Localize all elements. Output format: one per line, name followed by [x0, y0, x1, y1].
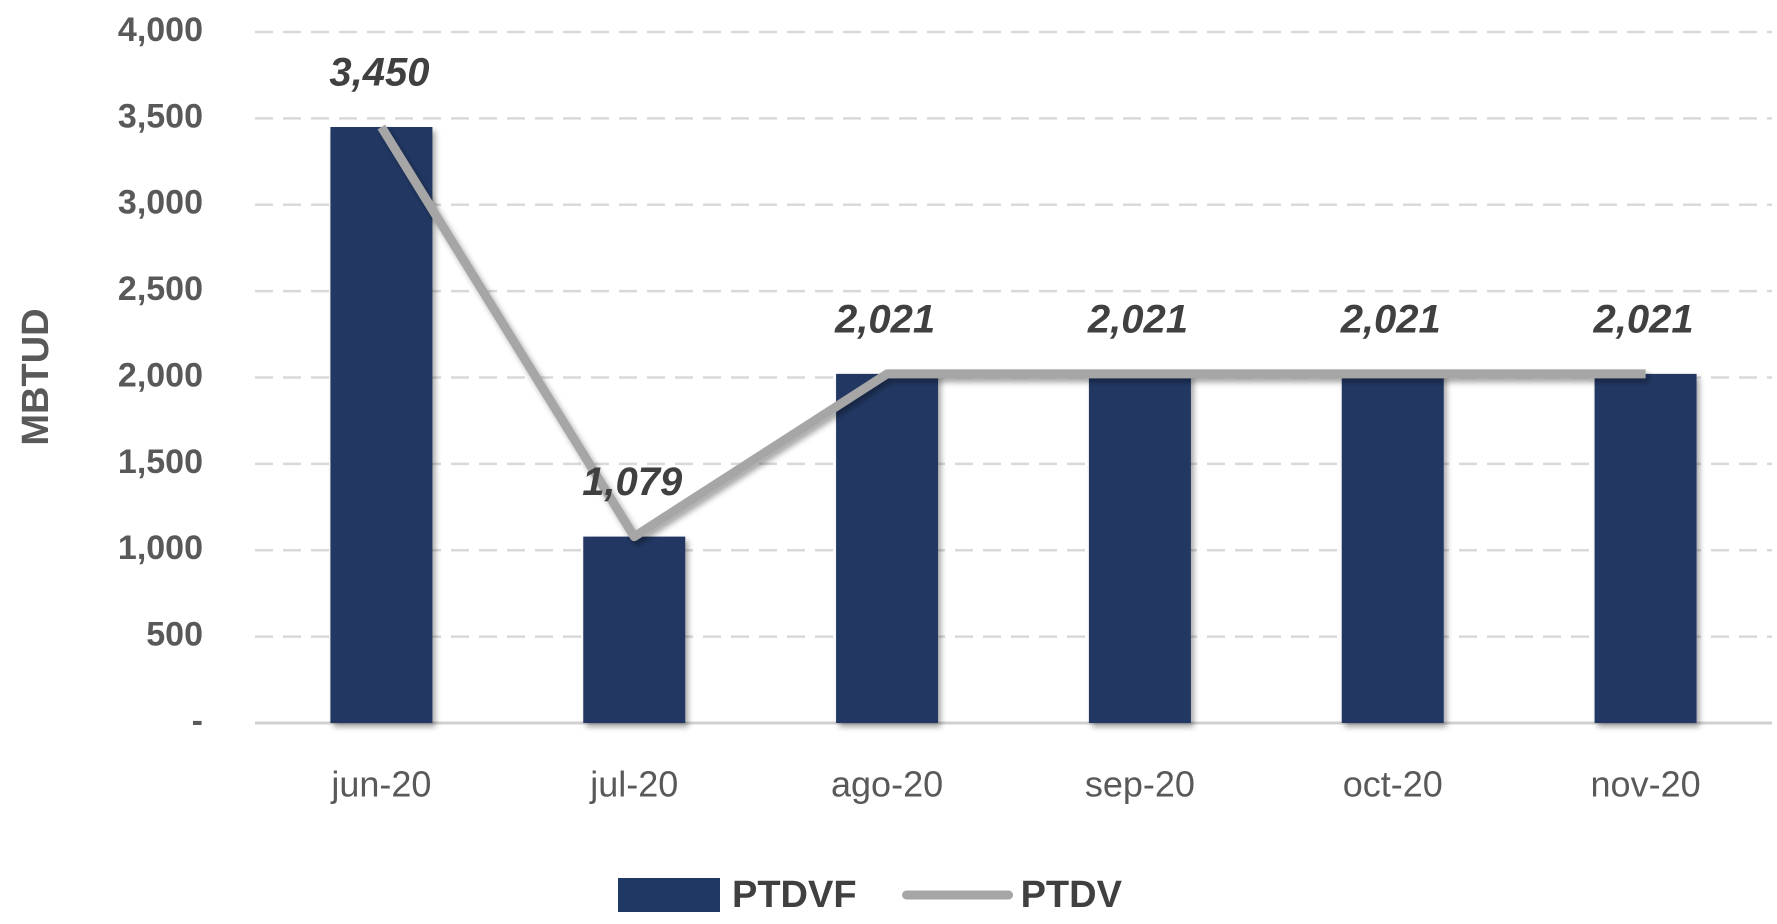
data-label: 2,021	[1087, 297, 1188, 341]
x-tick-label: oct-20	[1343, 764, 1443, 805]
data-label: 2,021	[834, 297, 935, 341]
legend-label: PTDVF	[732, 874, 857, 916]
y-tick-label: 4,000	[118, 11, 203, 49]
y-tick-label: 500	[146, 616, 203, 654]
legend-swatch	[618, 878, 720, 912]
x-tick-label: sep-20	[1085, 764, 1195, 805]
data-label: 2,021	[1593, 297, 1694, 341]
y-tick-label: 2,000	[118, 356, 203, 394]
y-tick-label: 1,500	[118, 443, 203, 481]
bar	[330, 127, 433, 723]
bar	[1088, 373, 1191, 723]
line	[377, 124, 1646, 542]
y-tick-label: 2,500	[118, 270, 203, 308]
y-tick-label: -	[192, 702, 203, 740]
x-tick-label: ago-20	[831, 764, 943, 805]
x-tick-label: nov-20	[1591, 764, 1701, 805]
data-label: 3,450	[329, 51, 429, 95]
data-label: 1,079	[582, 460, 683, 504]
bar	[1594, 373, 1697, 723]
data-label: 2,021	[1340, 297, 1441, 341]
x-tick-label: jun-20	[330, 764, 431, 805]
bar	[583, 536, 686, 723]
y-axis-label: MBTUD	[15, 308, 57, 445]
legend-label: PTDV	[1021, 874, 1123, 916]
y-tick-label: 3,500	[118, 97, 203, 135]
y-tick-label: 1,000	[118, 529, 203, 567]
y-tick-label: 3,000	[118, 184, 203, 222]
bar	[1341, 373, 1444, 723]
bar	[836, 373, 939, 723]
x-tick-label: jul-20	[589, 764, 678, 805]
